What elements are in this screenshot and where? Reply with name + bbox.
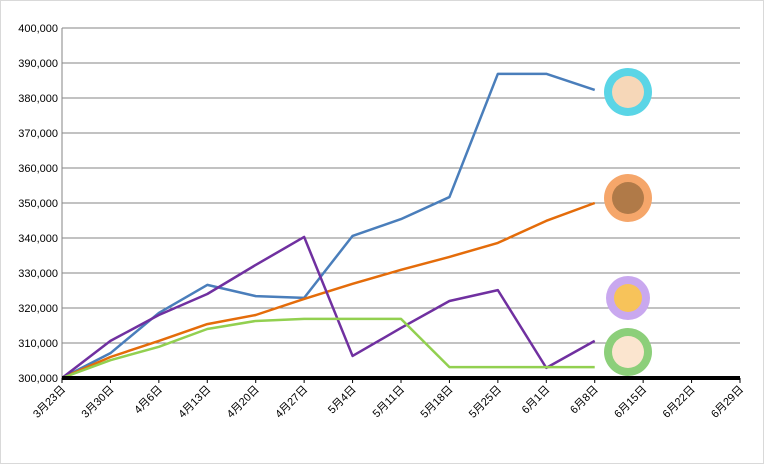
y-tick-label: 390,000 <box>18 58 58 70</box>
y-tick-label: 380,000 <box>18 93 58 105</box>
y-tick-label: 330,000 <box>18 268 58 280</box>
series-line <box>61 235 596 379</box>
avatar-face <box>612 182 644 214</box>
y-tick-label: 320,000 <box>18 303 58 315</box>
y-tick-label: 360,000 <box>18 163 58 175</box>
y-tick-label: 350,000 <box>18 198 58 210</box>
avatars <box>604 68 652 376</box>
y-tick-label: 400,000 <box>18 23 58 35</box>
y-tick-label: 310,000 <box>18 338 58 350</box>
y-tick-label: 300,000 <box>18 373 58 385</box>
series-line <box>61 201 596 380</box>
series-line <box>61 317 595 380</box>
y-tick-label: 340,000 <box>18 233 58 245</box>
avatar-face <box>614 284 642 312</box>
y-tick-label: 370,000 <box>18 128 58 140</box>
avatar-face <box>612 76 644 108</box>
avatar-face <box>612 336 644 368</box>
